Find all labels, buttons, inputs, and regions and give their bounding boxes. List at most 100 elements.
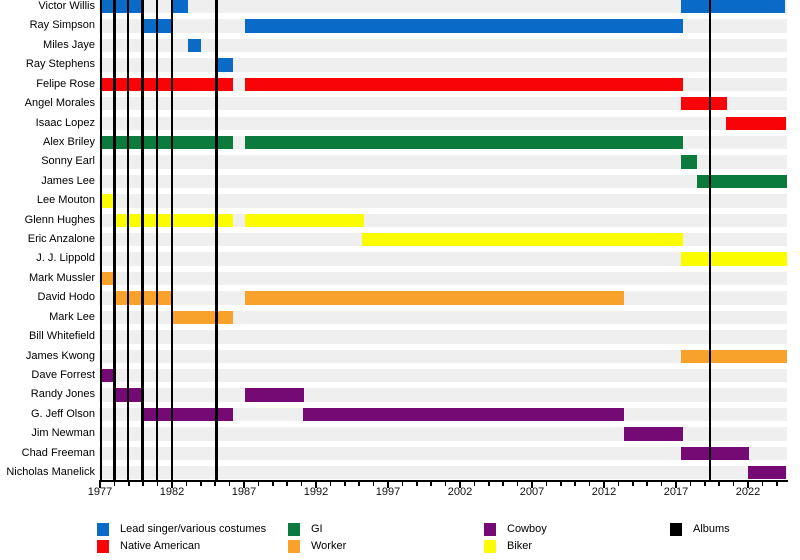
member-label: Lee Mouton bbox=[36, 194, 95, 207]
member-label: J. J. Lippold bbox=[36, 252, 95, 265]
row-stripe bbox=[99, 38, 787, 53]
x-axis-major-tick bbox=[531, 481, 533, 488]
member-label: Alex Briley bbox=[43, 135, 95, 148]
x-axis-minor-tick bbox=[257, 481, 260, 486]
tenure-bar bbox=[748, 466, 787, 480]
x-axis-minor-tick bbox=[502, 481, 504, 486]
album-line bbox=[113, 0, 116, 481]
x-axis-minor-tick bbox=[128, 481, 130, 486]
x-axis-minor-tick bbox=[430, 481, 432, 486]
x-axis-baseline bbox=[99, 479, 788, 482]
tenure-bar bbox=[172, 0, 188, 14]
tenure-bar bbox=[244, 388, 305, 402]
x-axis-tick-label: 2002 bbox=[447, 486, 473, 498]
legend-swatch-native_american bbox=[97, 540, 109, 553]
tenure-bar bbox=[218, 58, 234, 72]
member-label: Randy Jones bbox=[30, 388, 95, 401]
row-stripe bbox=[99, 97, 787, 111]
tenure-bar bbox=[681, 155, 697, 169]
x-axis-tick-label: 1982 bbox=[159, 486, 185, 498]
x-axis-minor-tick bbox=[588, 481, 591, 486]
legend-label-gi: GI bbox=[311, 523, 323, 535]
row-stripe bbox=[99, 446, 787, 461]
x-axis-tick-label: 1997 bbox=[375, 486, 401, 498]
row-stripe bbox=[99, 271, 787, 286]
album-line bbox=[215, 0, 218, 481]
x-axis-minor-tick bbox=[401, 481, 404, 486]
member-label: Mark Lee bbox=[49, 310, 95, 323]
tenure-bar bbox=[696, 174, 788, 189]
member-label: Felipe Rose bbox=[36, 77, 95, 90]
tenure-bar bbox=[100, 77, 234, 92]
x-axis-major-tick bbox=[459, 481, 461, 488]
tenure-bar bbox=[143, 407, 234, 422]
member-label: Ray Simpson bbox=[29, 19, 95, 32]
tenure-bar bbox=[244, 291, 625, 305]
legend-label-biker: Biker bbox=[507, 540, 533, 552]
x-axis-major-tick bbox=[171, 481, 173, 488]
row-stripe bbox=[99, 368, 787, 383]
x-axis-major-tick bbox=[243, 481, 245, 488]
x-axis-major-tick bbox=[99, 481, 101, 488]
x-axis-major-tick bbox=[315, 481, 317, 488]
tenure-bar bbox=[244, 19, 684, 33]
member-label: Dave Forrest bbox=[31, 368, 95, 381]
member-label: Jim Newman bbox=[31, 427, 95, 440]
x-axis-minor-tick bbox=[646, 481, 648, 486]
legend-swatch-worker bbox=[288, 540, 300, 553]
tenure-bar bbox=[244, 213, 364, 227]
x-axis-minor-tick bbox=[156, 481, 159, 486]
tenure-bar bbox=[303, 407, 625, 422]
row-stripe bbox=[99, 194, 787, 208]
x-axis-minor-tick bbox=[344, 481, 346, 486]
legend-label-worker: Worker bbox=[311, 540, 347, 552]
tenure-bar bbox=[100, 0, 144, 14]
x-axis-minor-tick bbox=[761, 481, 764, 486]
tenure-bar bbox=[681, 97, 728, 111]
x-axis-minor-tick bbox=[272, 481, 274, 486]
legend-swatch-albums bbox=[670, 523, 682, 536]
tenure-bar bbox=[726, 116, 787, 130]
row-stripe bbox=[99, 174, 787, 189]
x-axis-minor-tick bbox=[660, 481, 663, 486]
tenure-bar bbox=[172, 310, 234, 325]
tenure-bar bbox=[681, 252, 788, 266]
row-stripe bbox=[99, 0, 787, 14]
x-axis-minor-tick bbox=[329, 481, 332, 486]
row-stripe bbox=[99, 466, 787, 480]
member-label: Eric Anzalone bbox=[27, 233, 95, 246]
x-axis-major-tick bbox=[675, 481, 677, 488]
legend-swatch-gi bbox=[288, 523, 300, 536]
tenure-bar bbox=[681, 446, 749, 461]
row-stripe bbox=[99, 349, 787, 363]
tenure-bar bbox=[101, 194, 115, 208]
x-axis-minor-tick bbox=[214, 481, 216, 486]
x-axis-minor-tick bbox=[516, 481, 519, 486]
x-axis-minor-tick bbox=[416, 481, 418, 486]
member-label: Miles Jaye bbox=[43, 38, 95, 51]
x-axis-major-tick bbox=[387, 481, 389, 488]
x-axis-minor-tick bbox=[560, 481, 562, 486]
tenure-bar bbox=[101, 368, 115, 383]
album-line bbox=[99, 0, 103, 481]
member-label: Bill Whitefield bbox=[28, 330, 95, 343]
row-stripe bbox=[99, 252, 787, 266]
tenure-bar bbox=[244, 77, 684, 92]
legend-swatch-lead_singer bbox=[97, 523, 109, 536]
member-label: Nicholas Manelick bbox=[6, 466, 95, 479]
x-axis-minor-tick bbox=[574, 481, 576, 486]
tenure-bar bbox=[100, 135, 234, 150]
legend-label-albums: Albums bbox=[693, 523, 730, 535]
legend-swatch-biker bbox=[484, 540, 496, 553]
legend-label-lead_singer: Lead singer/various costumes bbox=[120, 523, 267, 535]
member-label: Glenn Hughes bbox=[24, 213, 95, 226]
member-label: Ray Stephens bbox=[25, 58, 95, 71]
x-axis-major-tick bbox=[603, 481, 605, 488]
album-line bbox=[155, 0, 159, 481]
member-label: Victor Willis bbox=[38, 0, 95, 12]
legend-label-cowboy: Cowboy bbox=[507, 523, 547, 535]
x-axis-major-tick bbox=[747, 481, 749, 488]
tenure-bar bbox=[619, 330, 683, 343]
x-axis-minor-tick bbox=[732, 481, 735, 486]
